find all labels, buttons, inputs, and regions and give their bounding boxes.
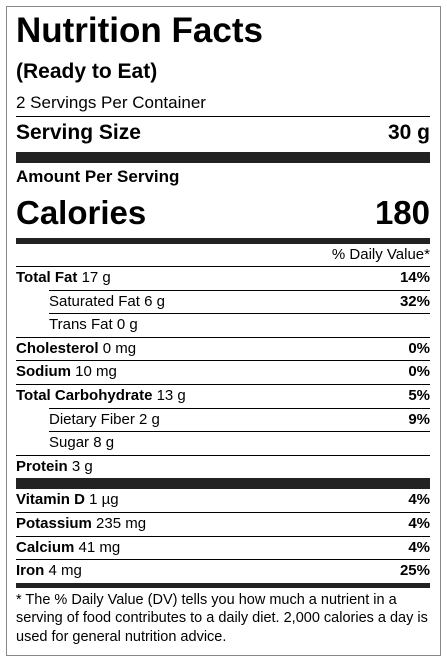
calories: Calories 180 [16,191,430,235]
nutrient-row: Cholesterol 0 mg 0% [16,336,430,361]
nutrient-name: Trans Fat [49,316,113,334]
nutrient-name: Total Fat [16,269,78,286]
daily-value: 9% [408,410,430,428]
daily-value: 4% [408,538,430,556]
nutrient-text: Saturated Fat 6 g [49,291,165,314]
nutrient-text: Cholesterol 0 mg [16,338,136,361]
nutrient-row: Potassium 235 mg 4% [16,511,430,536]
nutrition-label: Nutrition Facts (Ready to Eat) 2 Serving… [6,6,441,656]
daily-value: 0% [408,339,430,357]
nutrient-amount: 4 mg [48,562,82,580]
nutrient-name: Saturated Fat [49,292,140,310]
title: Nutrition Facts [16,11,263,50]
vitamin-list: Vitamin D 1 µg 4% Potassium 235 mg 4% Calciu… [16,489,430,582]
medium-rule [16,238,430,244]
nutrient-amount: 235 mg [96,514,147,532]
nutrient-row: Total Carbohydrate 13 g 5% [16,383,430,408]
nutrient-text: Sugar 8 g [49,432,114,455]
nutrient-name: Total Carbohydrate [16,386,153,404]
nutrient-row: Dietary Fiber 2 g 9% [49,407,430,432]
daily-value: 5% [408,386,430,404]
nutrient-row: Vitamin D 1 µg 4% [16,489,430,512]
nutrient-amount: 41 mg [78,538,121,556]
dv-header: % Daily Value* [331,246,430,263]
nutrient-amount: 0 g [116,316,138,334]
calories-value: 180 [374,194,430,231]
nutrient-name: Dietary Fiber [49,410,135,428]
daily-value: 0% [408,363,430,381]
nutrient-row: Trans Fat 0 g [49,313,430,337]
daily-value: 4% [408,491,430,509]
nutrient-name: Iron [16,562,45,580]
nutrient-name: Sugar [49,434,90,452]
nutrient-list: Total Fat 17 g 14% Saturated Fat 6 g 32% Tra… [16,266,430,478]
thick-rule [16,152,430,163]
daily-value: 25% [399,562,430,580]
nutrient-text: Sodium 10 mg [16,361,117,384]
serving-size-label: Serving Size [16,121,141,144]
nutrient-amount: 1 µg [89,491,119,509]
nutrient-text: Calcium 41 mg [16,537,120,560]
nutrient-row: Total Fat 17 g 14% [16,266,430,290]
nutrient-row: Calcium 41 mg 4% [16,535,430,560]
nutrient-amount: 3 g [71,457,93,475]
nutrient-name: Cholesterol [16,339,99,357]
serving-size-value: 30 g [387,121,430,144]
nutrient-text: Trans Fat 0 g [49,314,138,337]
serving-size: Serving Size 30 g [16,117,430,149]
daily-value: 14% [399,269,430,286]
nutrient-text: Total Carbohydrate 13 g [16,385,186,408]
subtitle: (Ready to Eat) [16,60,158,83]
servings: 2 Servings Per Container [16,90,430,117]
nutrient-amount: 17 g [81,269,111,286]
nutrient-amount: 8 g [93,434,115,452]
nutrient-amount: 2 g [139,410,160,428]
nutrient-row: Sodium 10 mg 0% [16,360,430,384]
nutrient-text: Total Fat 17 g [16,267,111,290]
nutrient-row: Iron 4 mg 25% [16,559,430,583]
nutrient-text: Iron 4 mg [16,560,82,583]
calories-label: Calories [16,194,147,231]
thick-rule [16,478,430,490]
medium-rule [16,582,430,588]
nutrient-name: Protein [16,457,68,475]
nutrient-amount: 10 mg [75,363,117,381]
nutrient-text: Dietary Fiber 2 g [49,409,160,432]
footnote: * The % Daily Value (DV) tells you how m… [16,591,428,645]
daily-value: 32% [399,292,430,310]
daily-value: 4% [408,514,430,532]
nutrient-text: Potassium 235 mg [16,513,146,536]
nutrient-name: Vitamin D [16,491,85,509]
nutrient-text: Protein 3 g [16,456,93,479]
nutrient-name: Calcium [16,538,75,556]
nutrient-amount: 0 mg [102,339,137,357]
nutrient-text: Vitamin D 1 µg [16,489,119,512]
nutrient-row: Sugar 8 g [49,431,430,455]
nutrient-name: Potassium [16,514,92,532]
amount-per-serving: Amount Per Serving [16,167,180,186]
nutrient-row: Saturated Fat 6 g 32% [49,289,430,314]
nutrient-name: Sodium [16,363,71,381]
nutrient-amount: 6 g [144,292,165,310]
nutrient-row: Protein 3 g [16,454,430,479]
nutrient-amount: 13 g [156,386,186,404]
